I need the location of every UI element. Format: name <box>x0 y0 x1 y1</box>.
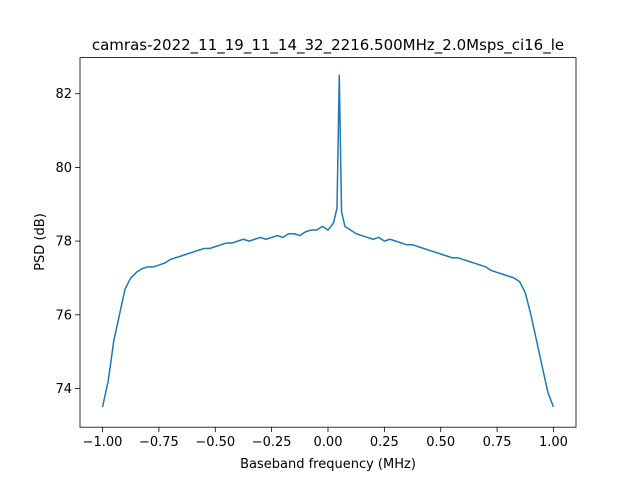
x-tick-label: 0.25 <box>370 435 399 450</box>
y-tick-label: 82 <box>55 87 72 102</box>
y-tick-label: 74 <box>55 382 72 397</box>
y-tick-label: 76 <box>55 308 72 323</box>
x-axis-label: Baseband frequency (MHz) <box>240 457 416 472</box>
y-axis-label: PSD (dB) <box>33 213 48 271</box>
x-tick-label: −0.50 <box>195 435 235 450</box>
x-tick-label: −1.00 <box>83 435 123 450</box>
x-tick-label: −0.25 <box>252 435 292 450</box>
x-tick-label: 0.50 <box>426 435 455 450</box>
x-tick-label: 0.00 <box>314 435 343 450</box>
y-tick-label: 78 <box>55 235 72 250</box>
y-tick-label: 80 <box>55 161 72 176</box>
x-tick-label: −0.75 <box>139 435 179 450</box>
chart-title: camras-2022_11_19_11_14_32_2216.500MHz_2… <box>92 36 564 55</box>
x-tick-label: 1.00 <box>539 435 568 450</box>
x-tick-label: 0.75 <box>483 435 512 450</box>
plot-frame <box>79 57 577 428</box>
psd-line <box>101 74 555 408</box>
